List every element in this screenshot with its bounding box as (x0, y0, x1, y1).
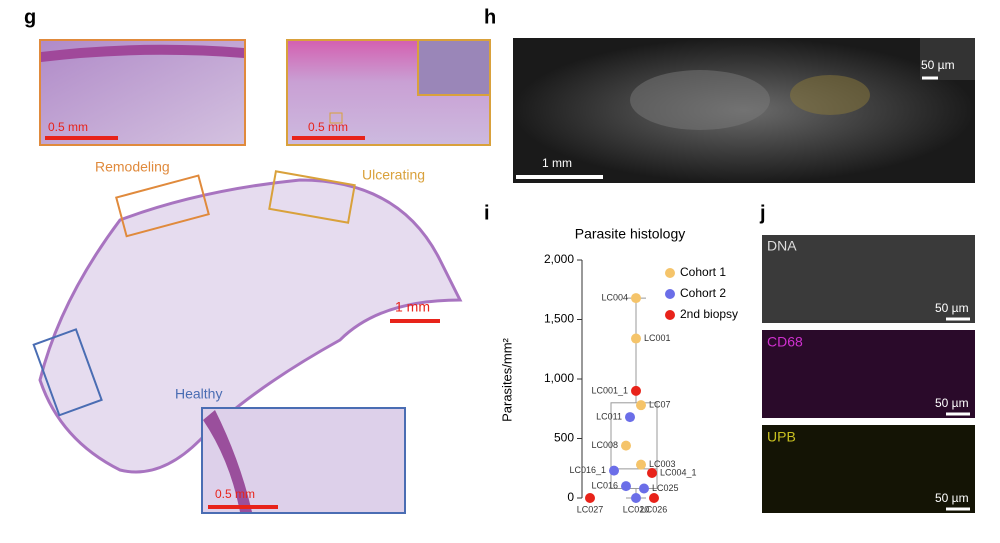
y-tick-label: 1,500 (544, 312, 574, 326)
chart-title: Parasite histology (575, 226, 686, 242)
y-tick-label: 2,000 (544, 252, 574, 266)
scale-bar-label: 1 mm (542, 156, 572, 170)
point-label: LC026 (641, 504, 668, 514)
epidermis (203, 410, 252, 512)
inset-box (329, 112, 343, 124)
region-label: Ulcerating (362, 167, 425, 183)
tissue-texture (630, 70, 770, 130)
scale-bar-label: 1 mm (395, 299, 430, 315)
legend-label: Cohort 1 (680, 265, 726, 279)
point-label: LC020 (623, 504, 650, 514)
tissue-overview (38, 178, 463, 474)
point-label: LC016 (591, 480, 618, 490)
epidermis (41, 44, 244, 62)
point (609, 465, 619, 476)
channel-image (762, 235, 975, 323)
point (636, 400, 646, 411)
point (621, 440, 631, 451)
point-label: LC07 (649, 400, 671, 410)
point (636, 459, 646, 470)
point (621, 481, 631, 492)
box (610, 402, 658, 489)
inset-image (920, 38, 975, 80)
point-label: LC008 (591, 440, 618, 450)
parasite-signal (790, 75, 870, 115)
scale-bar-label: 0.5 mm (48, 120, 88, 134)
scale-bar-label: 50 µm (935, 396, 969, 410)
chart: 0 500 1,000 1,500 2,000 LC004 LC001 LC07 LC008 LC… (544, 252, 738, 514)
y-axis-label: Parasites/mm² (499, 337, 514, 421)
point (631, 333, 641, 344)
region-label: Remodeling (95, 159, 170, 175)
roi-box (268, 170, 356, 224)
roi-box (32, 328, 103, 417)
region-label: Healthy (175, 386, 222, 402)
panel-label: g (24, 6, 36, 28)
point-label: LC001_1 (591, 385, 628, 395)
point-label: LC011 (596, 411, 622, 421)
legend-marker (665, 289, 675, 299)
point (631, 385, 641, 396)
channel-label: CD68 (767, 334, 803, 350)
point (647, 468, 657, 479)
point (625, 412, 635, 423)
y-tick-label: 1,000 (544, 371, 574, 385)
y-tick-label: 500 (554, 431, 574, 445)
legend-label: 2nd biopsy (680, 307, 738, 321)
legend-marker (665, 268, 675, 278)
legend-marker (665, 310, 675, 320)
panel-label: h (484, 6, 496, 28)
scale-bar-label: 0.5 mm (215, 487, 255, 501)
point-label: LC003 (649, 459, 676, 469)
channel-image (762, 330, 975, 418)
scale-bar-label: 50 µm (935, 301, 969, 315)
point (649, 493, 659, 503)
channel-label: UPB (767, 429, 796, 445)
point-label: LC025 (652, 483, 679, 493)
channel-label: DNA (767, 238, 797, 254)
channel-image (762, 425, 975, 513)
point-label: LC004 (601, 292, 628, 302)
point (631, 293, 641, 304)
point (639, 483, 649, 494)
point-label: LC001 (644, 333, 671, 343)
scale-bar-label: 50 µm (935, 491, 969, 505)
scale-bar-label: 0.5 mm (308, 120, 348, 134)
panel-label: j (759, 202, 766, 224)
point (585, 493, 595, 503)
y-tick-label: 0 (567, 490, 574, 504)
scale-bar-label: 50 µm (921, 58, 955, 72)
point-label: LC027 (577, 504, 604, 514)
roi-box (115, 174, 210, 238)
panel-label: i (484, 202, 490, 224)
point-label: LC016_1 (569, 465, 606, 475)
legend-label: Cohort 2 (680, 286, 726, 300)
inset-image (417, 39, 491, 96)
point (631, 493, 641, 503)
point-label: LC004_1 (660, 467, 697, 477)
